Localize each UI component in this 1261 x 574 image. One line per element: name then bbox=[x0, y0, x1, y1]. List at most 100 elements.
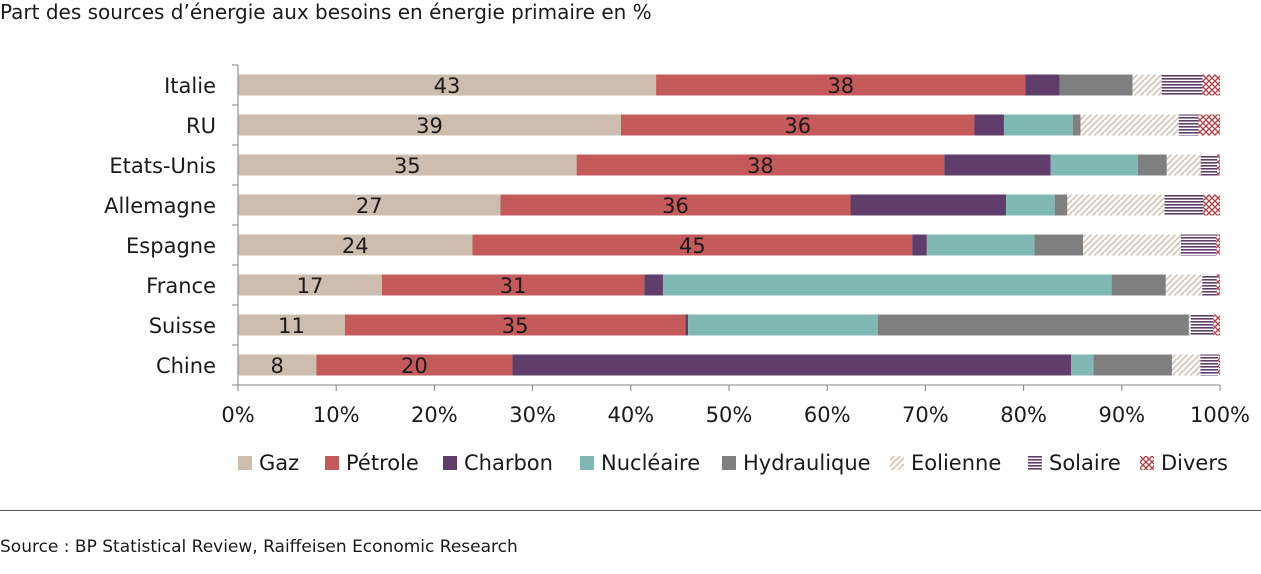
bar-allemagne-gaz bbox=[238, 194, 501, 216]
bar-espagne-gaz bbox=[238, 234, 473, 256]
legend-swatch-solaire bbox=[1028, 456, 1042, 470]
bar-italie-petrole bbox=[656, 74, 1026, 96]
bar-suisse-petrole bbox=[344, 314, 686, 336]
legend-label-nucleaire: Nucléaire bbox=[601, 451, 700, 475]
data-label: 8 bbox=[271, 354, 284, 378]
bar-suisse-gaz bbox=[238, 314, 345, 336]
bar-espagne-divers bbox=[1216, 234, 1220, 256]
bar-etats-unis-solaire bbox=[1200, 154, 1218, 176]
x-tick-label: 50% bbox=[706, 403, 753, 427]
bar-chine-charbon bbox=[512, 354, 1072, 376]
bar-france-gaz bbox=[238, 274, 382, 296]
bar-etats-unis-hydraulique bbox=[1137, 154, 1167, 176]
data-label: 27 bbox=[356, 194, 383, 218]
data-label: 35 bbox=[394, 154, 421, 178]
bar-italie-solaire bbox=[1161, 74, 1203, 96]
bar-suisse-nucleaire bbox=[688, 314, 878, 336]
bar-ru-gaz bbox=[238, 114, 621, 136]
bar-chine-nucleaire bbox=[1071, 354, 1094, 376]
bar-allemagne-eolienne bbox=[1067, 194, 1165, 216]
legend-label-solaire: Solaire bbox=[1049, 451, 1121, 475]
legend-swatch-petrole bbox=[325, 456, 339, 470]
bar-allemagne-solaire bbox=[1164, 194, 1204, 216]
bar-chine-divers bbox=[1218, 354, 1220, 376]
bar-italie-eolienne bbox=[1132, 74, 1162, 96]
legend-swatch-hydraulique bbox=[722, 456, 736, 470]
bar-allemagne-divers bbox=[1203, 194, 1220, 216]
legend-swatch-nucleaire bbox=[580, 456, 594, 470]
category-label: Chine bbox=[156, 354, 216, 378]
data-label: 24 bbox=[342, 234, 369, 258]
bar-espagne-petrole bbox=[472, 234, 913, 256]
data-label: 39 bbox=[416, 114, 443, 138]
category-label: Italie bbox=[164, 74, 216, 98]
bar-italie-charbon bbox=[1025, 74, 1060, 96]
legend-swatch-eolienne bbox=[890, 456, 904, 470]
bar-ru-eolienne bbox=[1080, 114, 1179, 136]
legend-label-hydraulique: Hydraulique bbox=[743, 451, 871, 475]
data-label: 20 bbox=[401, 354, 428, 378]
category-label: Suisse bbox=[149, 314, 216, 338]
legend-label-divers: Divers bbox=[1161, 451, 1228, 475]
bar-ru-charbon bbox=[974, 114, 1004, 136]
bar-ru-divers bbox=[1198, 114, 1220, 136]
x-tick-label: 90% bbox=[1098, 403, 1145, 427]
bar-chine-hydraulique bbox=[1093, 354, 1172, 376]
bar-espagne-hydraulique bbox=[1034, 234, 1084, 256]
bar-etats-unis-divers bbox=[1217, 154, 1220, 176]
divider-line bbox=[0, 510, 1261, 511]
bar-etats-unis-charbon bbox=[944, 154, 1051, 176]
x-tick-label: 70% bbox=[902, 403, 949, 427]
category-label: Etats-Unis bbox=[109, 154, 216, 178]
data-label: 36 bbox=[662, 194, 689, 218]
x-tick-label: 20% bbox=[411, 403, 458, 427]
bar-france-charbon bbox=[644, 274, 663, 296]
bar-etats-unis-petrole bbox=[576, 154, 945, 176]
bar-italie-divers bbox=[1202, 74, 1220, 96]
bar-france-nucleaire bbox=[662, 274, 1112, 296]
bar-suisse-hydraulique bbox=[877, 314, 1189, 336]
x-tick-label: 60% bbox=[804, 403, 851, 427]
data-label: 35 bbox=[502, 314, 529, 338]
legend-label-gaz: Gaz bbox=[259, 451, 299, 475]
x-tick-label: 10% bbox=[313, 403, 360, 427]
bar-etats-unis-nucleaire bbox=[1050, 154, 1138, 176]
x-tick-label: 80% bbox=[1000, 403, 1047, 427]
bar-chine-solaire bbox=[1200, 354, 1219, 376]
x-tick-label: 40% bbox=[607, 403, 654, 427]
data-label: 45 bbox=[679, 234, 706, 258]
bar-france-petrole bbox=[381, 274, 645, 296]
bar-espagne-solaire bbox=[1180, 234, 1217, 256]
category-label: France bbox=[146, 274, 216, 298]
chart-title: Part des sources d’énergie aux besoins e… bbox=[0, 0, 652, 24]
bar-italie-hydraulique bbox=[1059, 74, 1133, 96]
x-tick-label: 100% bbox=[1190, 403, 1250, 427]
data-label: 36 bbox=[784, 114, 811, 138]
source-note: Source : BP Statistical Review, Raiffeis… bbox=[0, 537, 518, 557]
bar-france-hydraulique bbox=[1111, 274, 1166, 296]
bar-espagne-nucleaire bbox=[926, 234, 1035, 256]
bar-france-divers bbox=[1216, 274, 1220, 296]
bar-etats-unis-gaz bbox=[238, 154, 577, 176]
bar-espagne-eolienne bbox=[1083, 234, 1181, 256]
x-tick-label: 0% bbox=[221, 403, 254, 427]
bar-espagne-charbon bbox=[912, 234, 927, 256]
bar-france-eolienne bbox=[1165, 274, 1203, 296]
legend-label-eolienne: Eolienne bbox=[911, 451, 1001, 475]
bar-suisse-eolienne bbox=[1188, 314, 1191, 336]
bar-allemagne-petrole bbox=[500, 194, 851, 216]
bar-ru-petrole bbox=[620, 114, 975, 136]
legend-swatch-divers bbox=[1140, 456, 1154, 470]
bar-suisse-solaire bbox=[1190, 314, 1214, 336]
bar-chine-petrole bbox=[316, 354, 513, 376]
bar-france-solaire bbox=[1202, 274, 1217, 296]
legend-label-petrole: Pétrole bbox=[346, 451, 419, 475]
data-label: 38 bbox=[827, 74, 854, 98]
bar-etats-unis-eolienne bbox=[1166, 154, 1201, 176]
data-label: 43 bbox=[434, 74, 461, 98]
bar-chine-eolienne bbox=[1171, 354, 1201, 376]
bar-suisse-divers bbox=[1213, 314, 1220, 336]
legend-swatch-gaz bbox=[238, 456, 252, 470]
data-label: 38 bbox=[747, 154, 774, 178]
data-label: 31 bbox=[500, 274, 527, 298]
